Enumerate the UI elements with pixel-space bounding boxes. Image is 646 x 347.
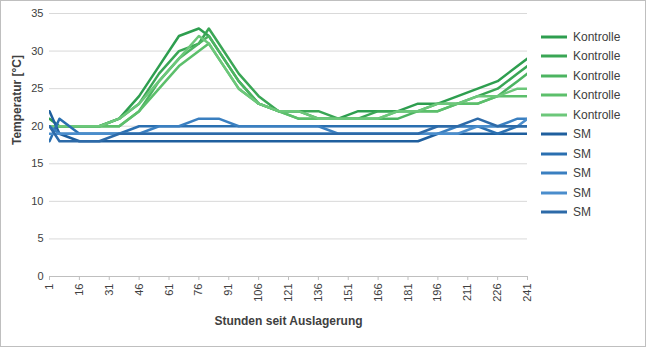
svg-text:196: 196: [431, 284, 443, 302]
svg-text:30: 30: [31, 45, 43, 57]
html-text:SM: SM: [573, 146, 591, 161]
svg-text:61: 61: [163, 284, 175, 296]
svg-text:151: 151: [342, 284, 354, 302]
svg-text:136: 136: [312, 284, 324, 302]
html-text:SM: SM: [573, 185, 591, 200]
svg-text:31: 31: [103, 284, 115, 296]
svg-text:20: 20: [31, 120, 43, 132]
svg-text:10: 10: [31, 195, 43, 207]
html-text:SM: SM: [573, 127, 591, 142]
svg-text:76: 76: [192, 284, 204, 296]
svg-text:241: 241: [521, 284, 533, 302]
svg-text:0: 0: [37, 270, 43, 282]
html-text:Kontrolle: Kontrolle: [573, 29, 621, 44]
html-text:Kontrolle: Kontrolle: [573, 49, 621, 64]
svg-text:166: 166: [372, 284, 384, 302]
svg-text:5: 5: [37, 232, 43, 244]
svg-text:106: 106: [252, 284, 264, 302]
svg-text:25: 25: [31, 82, 43, 94]
svg-text:Stunden seit Auslagerung: Stunden seit Auslagerung: [214, 314, 362, 328]
svg-text:121: 121: [282, 284, 294, 302]
html-text:Kontrolle: Kontrolle: [573, 68, 621, 83]
html-text:SM: SM: [573, 166, 591, 181]
svg-text:91: 91: [222, 284, 234, 296]
svg-text:211: 211: [461, 284, 473, 302]
svg-text:226: 226: [491, 284, 503, 302]
html-text:Kontrolle: Kontrolle: [573, 107, 621, 122]
html-text:SM: SM: [573, 205, 591, 220]
svg-text:Temperatur [°C]: Temperatur [°C]: [10, 55, 24, 145]
svg-text:181: 181: [402, 284, 414, 302]
svg-text:46: 46: [133, 284, 145, 296]
svg-text:15: 15: [31, 157, 43, 169]
svg-text:16: 16: [73, 284, 85, 296]
html-text:Kontrolle: Kontrolle: [573, 88, 621, 103]
svg-text:1: 1: [43, 284, 55, 290]
svg-text:35: 35: [31, 7, 43, 19]
